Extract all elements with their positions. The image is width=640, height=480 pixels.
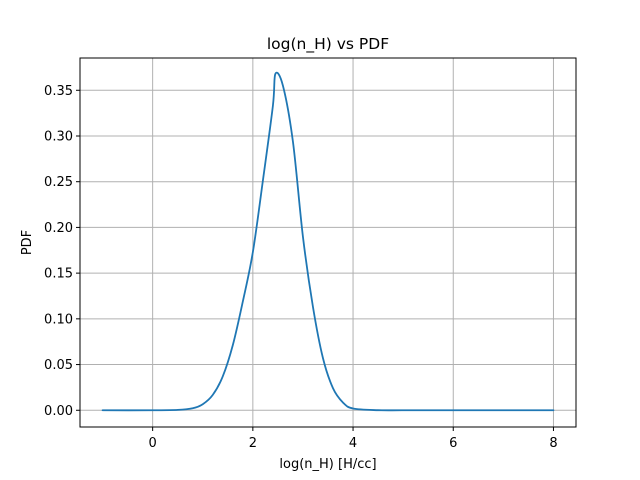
x-tick-label: 2 <box>249 436 257 451</box>
pdf-series-line <box>101 71 555 412</box>
y-tick-label: 0.25 <box>44 175 73 190</box>
y-tick-label: 0.05 <box>44 358 73 373</box>
y-tick-label: 0.20 <box>44 221 73 236</box>
x-tick-label: 6 <box>449 436 457 451</box>
y-tick-label: 0.30 <box>44 129 73 144</box>
y-tick-label: 0.35 <box>44 84 73 99</box>
y-tick-label: 0.00 <box>44 404 73 419</box>
y-tick-label: 0.10 <box>44 312 73 327</box>
x-tick-label: 0 <box>149 436 157 451</box>
y-tick-label: 0.15 <box>44 267 73 282</box>
tick-layer: 0 2 4 6 8 0.00 0.05 0.10 0.15 0.20 0.25 0.30 0.35 <box>44 84 558 451</box>
series-layer <box>101 71 555 412</box>
y-axis-label: PDF <box>20 230 35 255</box>
x-axis-label: log(n_H) [H/cc] <box>279 457 376 472</box>
x-tick-label: 4 <box>349 436 357 451</box>
plot-frame <box>79 57 577 428</box>
x-tick-label: 8 <box>549 436 557 451</box>
chart-title: log(n_H) vs PDF <box>267 35 389 54</box>
